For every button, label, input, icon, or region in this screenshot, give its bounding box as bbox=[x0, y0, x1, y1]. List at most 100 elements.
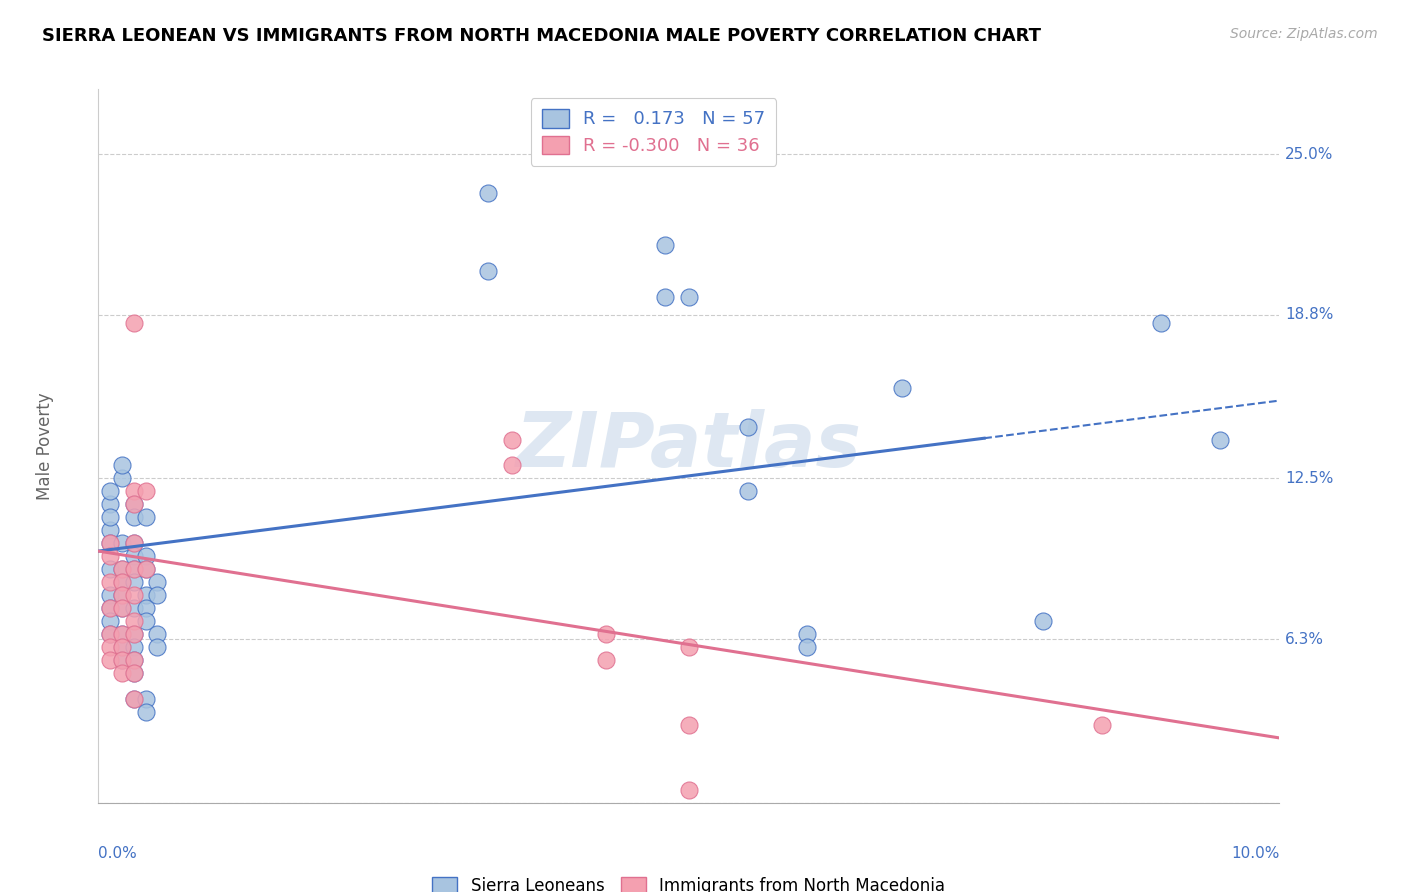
Legend: Sierra Leoneans, Immigrants from North Macedonia: Sierra Leoneans, Immigrants from North M… bbox=[425, 868, 953, 892]
Point bbox=[122, 692, 145, 706]
Point bbox=[98, 484, 121, 499]
Point bbox=[122, 692, 145, 706]
Point bbox=[501, 458, 523, 473]
Point bbox=[111, 640, 134, 654]
Point bbox=[111, 601, 134, 615]
Text: 25.0%: 25.0% bbox=[1285, 146, 1334, 161]
Point bbox=[98, 653, 121, 667]
Point bbox=[122, 614, 145, 628]
Point bbox=[111, 562, 134, 576]
Point bbox=[146, 640, 169, 654]
Point bbox=[98, 497, 121, 511]
Point bbox=[1209, 433, 1232, 447]
Point bbox=[98, 627, 121, 641]
Point bbox=[122, 549, 145, 564]
Point bbox=[122, 484, 145, 499]
Text: ZIPatlas: ZIPatlas bbox=[516, 409, 862, 483]
Point bbox=[98, 640, 121, 654]
Text: Male Poverty: Male Poverty bbox=[37, 392, 55, 500]
Point bbox=[111, 458, 134, 473]
Point bbox=[890, 381, 912, 395]
Point bbox=[98, 510, 121, 524]
Point bbox=[122, 536, 145, 550]
Point bbox=[111, 575, 134, 590]
Point bbox=[135, 614, 157, 628]
Text: 6.3%: 6.3% bbox=[1285, 632, 1324, 647]
Point bbox=[111, 536, 134, 550]
Point bbox=[111, 575, 134, 590]
Point bbox=[678, 640, 700, 654]
Point bbox=[477, 186, 499, 200]
Text: 12.5%: 12.5% bbox=[1285, 471, 1334, 486]
Point bbox=[111, 653, 134, 667]
Point bbox=[135, 484, 157, 499]
Point bbox=[98, 601, 121, 615]
Point bbox=[678, 290, 700, 304]
Point bbox=[111, 627, 134, 641]
Point bbox=[135, 588, 157, 602]
Point bbox=[1150, 316, 1173, 330]
Point bbox=[135, 562, 157, 576]
Point bbox=[98, 575, 121, 590]
Point bbox=[122, 627, 145, 641]
Point bbox=[111, 627, 134, 641]
Point bbox=[122, 653, 145, 667]
Point bbox=[98, 536, 121, 550]
Point bbox=[796, 640, 818, 654]
Point bbox=[98, 601, 121, 615]
Point bbox=[98, 549, 121, 564]
Text: 18.8%: 18.8% bbox=[1285, 308, 1334, 322]
Point bbox=[122, 666, 145, 681]
Point bbox=[122, 575, 145, 590]
Point bbox=[111, 666, 134, 681]
Point bbox=[122, 640, 145, 654]
Point bbox=[737, 419, 759, 434]
Point bbox=[122, 601, 145, 615]
Point bbox=[501, 433, 523, 447]
Point bbox=[595, 627, 617, 641]
Point bbox=[146, 627, 169, 641]
Point bbox=[122, 627, 145, 641]
Point bbox=[1091, 718, 1114, 732]
Point bbox=[122, 562, 145, 576]
Point bbox=[122, 588, 145, 602]
Point bbox=[737, 484, 759, 499]
Point bbox=[595, 653, 617, 667]
Text: 10.0%: 10.0% bbox=[1232, 846, 1279, 861]
Point bbox=[654, 290, 676, 304]
Point bbox=[122, 316, 145, 330]
Point bbox=[135, 510, 157, 524]
Text: Source: ZipAtlas.com: Source: ZipAtlas.com bbox=[1230, 27, 1378, 41]
Point bbox=[98, 536, 121, 550]
Point bbox=[111, 653, 134, 667]
Point bbox=[678, 782, 700, 797]
Point bbox=[98, 562, 121, 576]
Point bbox=[135, 601, 157, 615]
Point bbox=[122, 510, 145, 524]
Text: 0.0%: 0.0% bbox=[98, 846, 138, 861]
Point bbox=[111, 471, 134, 485]
Point bbox=[122, 562, 145, 576]
Point bbox=[135, 705, 157, 719]
Point bbox=[678, 718, 700, 732]
Point bbox=[98, 614, 121, 628]
Point bbox=[122, 666, 145, 681]
Point bbox=[477, 264, 499, 278]
Text: SIERRA LEONEAN VS IMMIGRANTS FROM NORTH MACEDONIA MALE POVERTY CORRELATION CHART: SIERRA LEONEAN VS IMMIGRANTS FROM NORTH … bbox=[42, 27, 1042, 45]
Point bbox=[146, 575, 169, 590]
Point bbox=[98, 627, 121, 641]
Point bbox=[111, 601, 134, 615]
Point bbox=[111, 588, 134, 602]
Point bbox=[122, 497, 145, 511]
Point bbox=[1032, 614, 1054, 628]
Point bbox=[98, 524, 121, 538]
Point bbox=[98, 588, 121, 602]
Point bbox=[122, 653, 145, 667]
Point bbox=[111, 588, 134, 602]
Point bbox=[122, 497, 145, 511]
Point bbox=[111, 562, 134, 576]
Point bbox=[111, 640, 134, 654]
Point bbox=[654, 238, 676, 252]
Point bbox=[122, 536, 145, 550]
Point bbox=[135, 549, 157, 564]
